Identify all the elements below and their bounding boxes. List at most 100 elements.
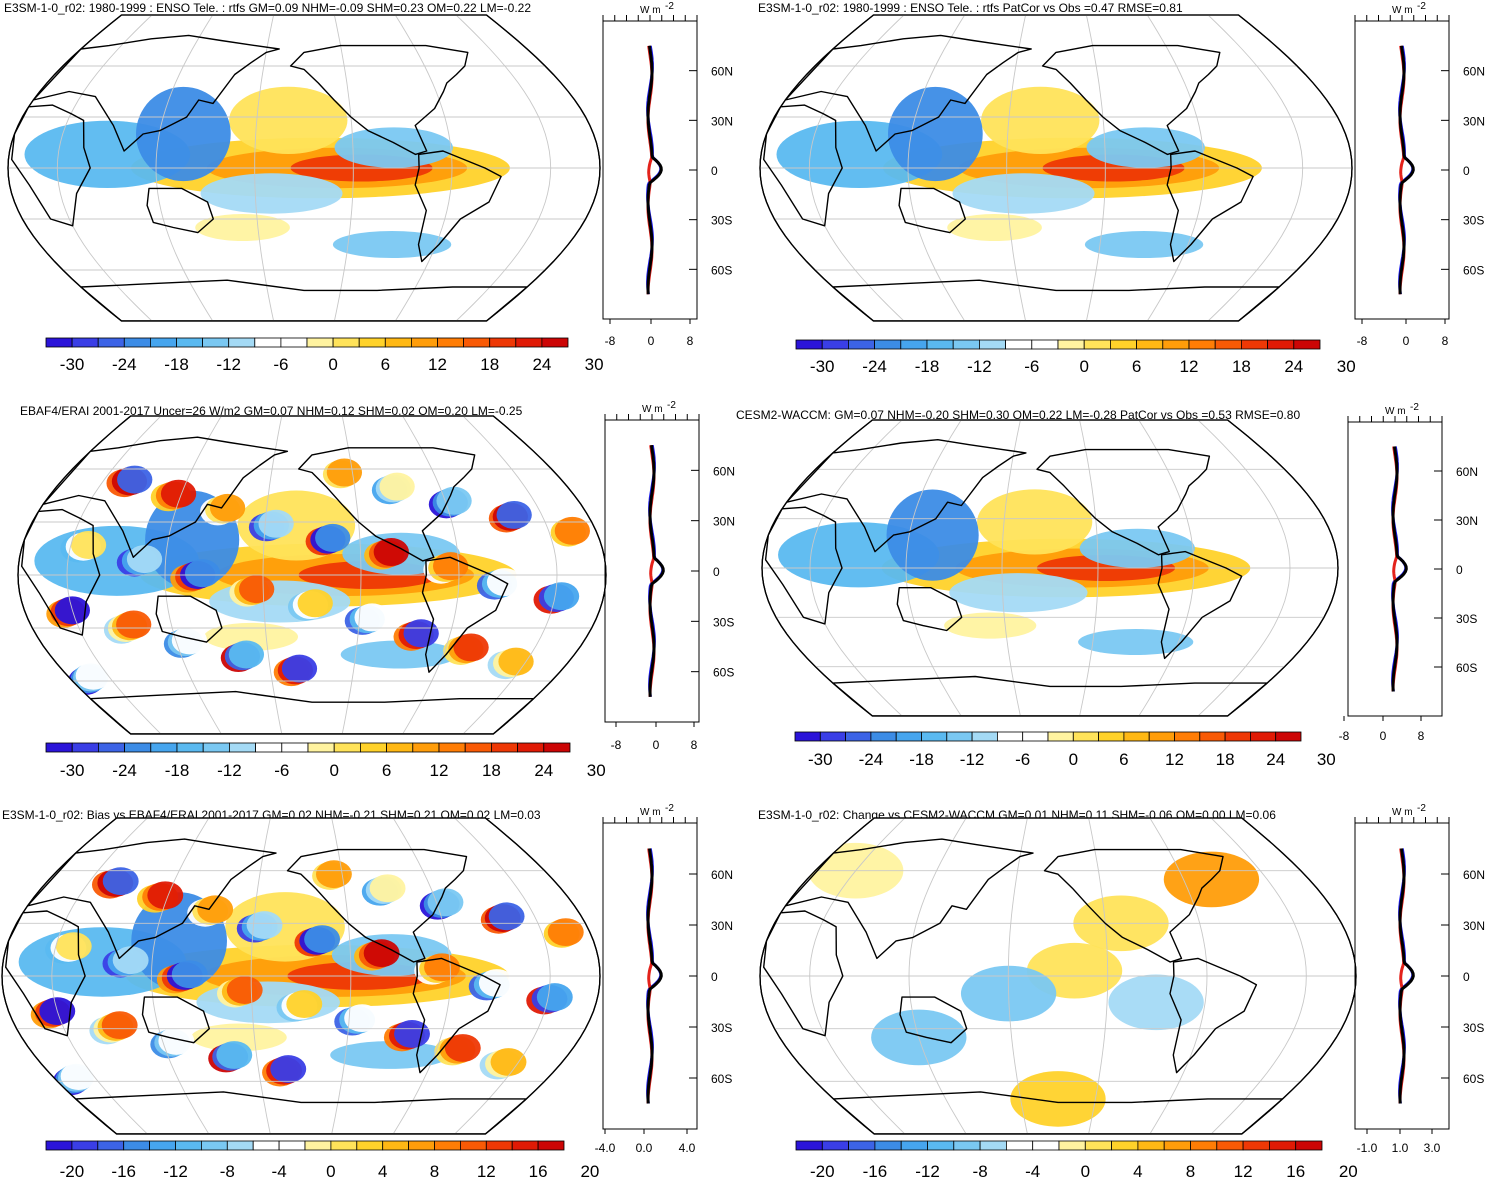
anomaly-patch: [270, 1055, 307, 1083]
x-tick-label: 0: [1403, 334, 1410, 348]
colorbar-swatch: [1188, 339, 1216, 350]
colorbar-swatch: [1162, 339, 1190, 350]
anomaly-patch: [297, 589, 333, 618]
colorbar-swatch: [874, 1140, 902, 1151]
colorbar-swatch: [408, 1140, 435, 1151]
colorbar-swatch: [1174, 731, 1201, 742]
longitude-gridline: [1088, 818, 1109, 1134]
anomaly-patch: [226, 976, 263, 1004]
colorbar-tick-label: -6: [1024, 357, 1039, 376]
map-border: [761, 419, 1339, 717]
lat-tick-label: 0: [1456, 563, 1463, 577]
colorbar-swatch: [434, 1140, 461, 1151]
colorbar-swatch: [1072, 731, 1100, 742]
colorbar-tick-label: -30: [810, 357, 835, 376]
map-panel-6: [759, 817, 1357, 1135]
colorbar-swatch: [874, 339, 902, 350]
colorbar-tick-label: -18: [909, 750, 934, 769]
lat-tick-label: 0: [713, 565, 720, 579]
colorbar-swatch: [541, 337, 569, 348]
lat-tick-label: 0: [1463, 164, 1470, 178]
colorbar-tick-label: 16: [1286, 1162, 1305, 1180]
map-field: [760, 15, 1352, 321]
anomaly-patch: [184, 559, 221, 588]
colorbar-tick-label: 24: [534, 761, 553, 780]
colorbar-swatch: [895, 731, 922, 742]
x-tick-label: -1.0: [1357, 1141, 1378, 1155]
coastline-samerica: [1166, 150, 1254, 263]
colorbar-6: -20 -16 -12 -8 -4 0 4 8 12 16 20: [795, 1140, 1358, 1180]
lat-tick-label: 30N: [713, 515, 735, 529]
colorbar-tick-label: 0: [1081, 1162, 1090, 1180]
colorbar-tick-label: -12: [967, 357, 992, 376]
map-border: [1, 817, 601, 1135]
lat-tick-label: 60N: [713, 464, 735, 478]
colorbar-tick-label: 12: [1234, 1162, 1253, 1180]
colorbar-swatch: [97, 1140, 125, 1151]
anomaly-patch: [888, 86, 983, 182]
colorbar-swatch: [202, 337, 230, 348]
x-tick-label: -8: [605, 334, 616, 348]
map-panel-3: [17, 415, 607, 735]
anomaly-patch: [379, 472, 415, 501]
coastline-namerica: [1041, 44, 1221, 156]
colorbar-swatch: [952, 339, 980, 350]
colorbar-swatch: [1032, 1140, 1060, 1151]
colorbar-tick-label: 12: [430, 761, 449, 780]
colorbar-swatch: [176, 337, 204, 348]
lat-tick-label: 60N: [1463, 65, 1485, 79]
colorbar-swatch: [459, 1140, 487, 1151]
lat-tick-label: 60N: [1456, 465, 1478, 479]
anomaly-patch: [75, 661, 111, 690]
zonal-mean-plot-6: W m -2 -1.0 1.0 3.0 60N 30N 0 30S 60S: [1354, 803, 1485, 1155]
coastline-eurasia: [785, 439, 1027, 553]
colorbar-tick-label: -12: [216, 355, 241, 374]
colorbar-tick-label: -16: [111, 1162, 136, 1180]
colorbar-swatch: [1295, 1140, 1323, 1151]
anomaly-patch: [116, 610, 152, 639]
anomaly-patch: [944, 612, 1037, 639]
colorbar-swatch: [1136, 339, 1164, 350]
coastline-eurasia: [26, 838, 277, 960]
coastline-africa: [763, 104, 843, 227]
anomaly-patch: [981, 86, 1100, 155]
units-label: W m: [1392, 807, 1413, 818]
colorbar-swatch: [176, 742, 204, 753]
anomaly-patch: [228, 640, 265, 669]
colorbar-4: -30 -24 -18 -12 -6 0 6 12 18 24 30: [794, 731, 1336, 769]
colorbar-swatch: [123, 1140, 150, 1151]
map-border: [17, 415, 607, 735]
anomaly-patch: [1078, 628, 1194, 656]
colorbar-swatch: [384, 337, 412, 348]
anomaly-patch: [246, 911, 283, 939]
colorbar-swatch: [410, 337, 438, 348]
panel-title-1: E3SM-1-0_r02: 1980-1999 : ENSO Tele. : r…: [4, 1, 532, 15]
anomaly-patch: [488, 902, 525, 931]
units-label: W m: [1385, 406, 1406, 417]
colorbar-tick-label: -16: [863, 1162, 888, 1180]
colorbar-tick-label: -24: [112, 761, 137, 780]
colorbar-tick-label: 0: [328, 355, 337, 374]
longitude-gridline: [155, 15, 214, 321]
longitude-gridline: [455, 15, 552, 321]
units-exponent: -2: [665, 803, 674, 814]
units-exponent: -2: [1417, 803, 1426, 814]
longitude-gridline: [262, 416, 283, 734]
coastline-antarctica: [832, 279, 1280, 321]
colorbar-swatch: [1098, 731, 1125, 742]
anomaly-patch: [436, 486, 472, 515]
lat-tick-label: 60N: [1463, 868, 1485, 882]
longitude-gridline: [1138, 420, 1195, 716]
x-tick-label: 4.0: [679, 1141, 696, 1155]
colorbar-swatch: [1083, 339, 1111, 350]
colorbar-swatch: [794, 731, 821, 742]
colorbar-swatch: [71, 337, 99, 348]
longitude-gridline: [905, 420, 962, 716]
colorbar-swatch: [71, 1140, 99, 1151]
colorbar-swatch: [252, 1140, 280, 1151]
anomaly-patch: [70, 530, 107, 559]
coastline-antarctica: [80, 279, 528, 321]
x-tick-label: 3.0: [1424, 1141, 1441, 1155]
coastline-australia: [155, 595, 223, 643]
lat-tick-label: 60S: [711, 1072, 732, 1086]
